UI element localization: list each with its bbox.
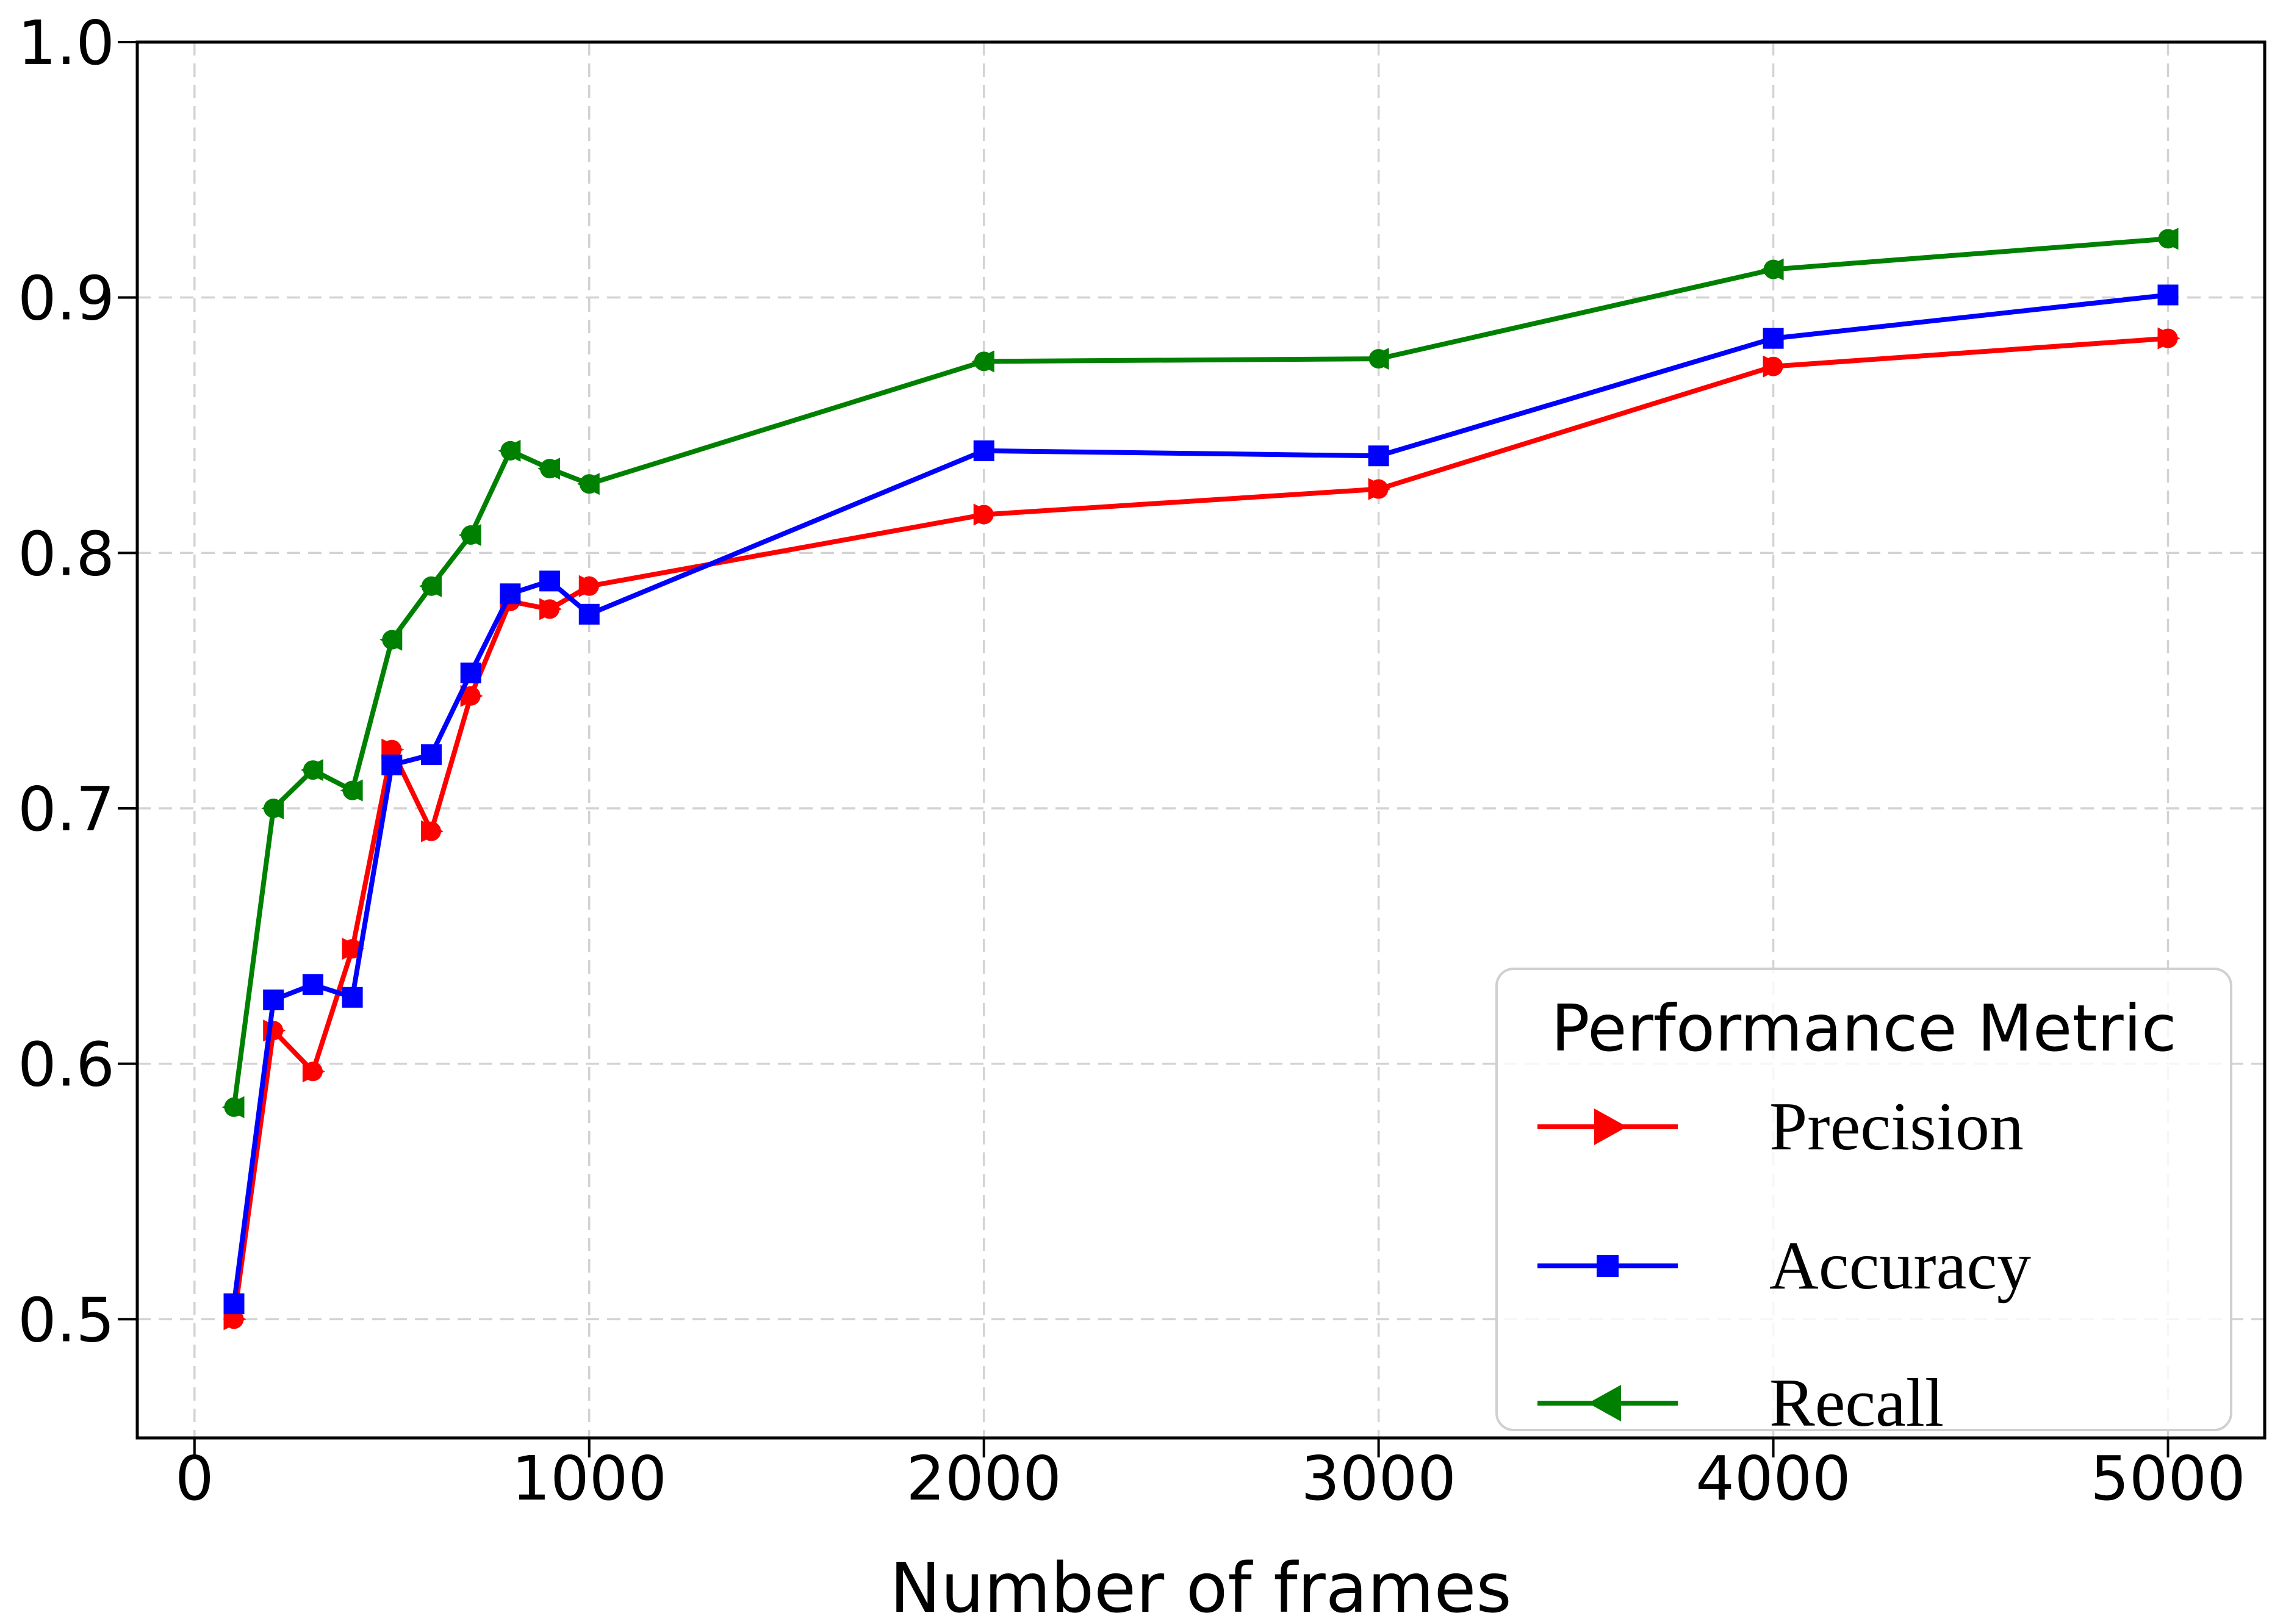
legend: Performance Metric Precision Accuracy Re… xyxy=(1495,968,2232,1441)
marker-triangle-right xyxy=(1368,478,1391,500)
marker-triangle-left xyxy=(2155,228,2179,250)
marker-triangle-right xyxy=(460,684,483,707)
marker-square xyxy=(263,989,284,1010)
marker-triangle-right xyxy=(973,503,996,526)
x-tick-label: 1000 xyxy=(511,1443,667,1514)
marker-square xyxy=(302,974,323,995)
legend-label-accuracy: Accuracy xyxy=(1769,1228,2031,1304)
square-icon xyxy=(1597,1255,1619,1277)
legend-item-accuracy: Accuracy xyxy=(1537,1228,2031,1304)
x-tick-label: 3000 xyxy=(1301,1443,1456,1514)
y-tick-label: 0.9 xyxy=(18,263,115,334)
marker-triangle-right xyxy=(302,1060,325,1083)
tick-marks xyxy=(118,41,2170,1457)
marker-square xyxy=(381,754,403,775)
data-series xyxy=(221,228,2181,1331)
marker-square xyxy=(342,986,363,1008)
legend-item-recall: Recall xyxy=(1537,1365,1944,1441)
series-line-precision xyxy=(231,336,2168,1320)
marker-triangle-left xyxy=(458,524,481,547)
marker-triangle-left xyxy=(379,628,403,651)
marker-square xyxy=(539,570,561,592)
x-tick-label: 2000 xyxy=(906,1443,1062,1514)
marker-triangle-right xyxy=(578,575,602,597)
legend-box xyxy=(1495,968,2232,1431)
marker-triangle-right xyxy=(539,598,563,620)
marker-triangle-left xyxy=(300,759,323,781)
marker-triangle-right xyxy=(342,938,365,960)
marker-triangle-left xyxy=(221,1096,245,1118)
axes-spines xyxy=(135,40,2267,1440)
marker-triangle-left xyxy=(419,575,442,597)
marker-square xyxy=(223,1293,245,1315)
marker-square xyxy=(1368,445,1389,467)
x-tick-label: 4000 xyxy=(1695,1443,1851,1514)
legend-item-precision: Precision xyxy=(1537,1089,2024,1165)
y-tick-label: 0.8 xyxy=(18,518,115,589)
marker-square xyxy=(973,440,994,461)
marker-triangle-left xyxy=(971,350,994,373)
triangle-left-icon xyxy=(1588,1385,1621,1421)
x-tick-label: 5000 xyxy=(2090,1443,2246,1514)
legend-label-precision: Precision xyxy=(1769,1089,2024,1165)
marker-triangle-left xyxy=(577,473,600,495)
marker-square xyxy=(420,744,442,766)
marker-square xyxy=(2157,284,2179,306)
marker-square xyxy=(460,663,481,684)
marker-triangle-right xyxy=(420,820,444,843)
marker-square xyxy=(1763,328,1784,349)
marker-triangle-right xyxy=(1763,355,1786,378)
y-axis-tick-labels: 0.5 0.6 0.7 0.8 0.9 1.0 xyxy=(18,7,115,1356)
y-tick-label: 0.6 xyxy=(18,1029,115,1101)
marker-triangle-left xyxy=(340,779,363,802)
marker-triangle-left xyxy=(1761,258,1784,281)
marker-square xyxy=(500,583,521,605)
y-tick-label: 1.0 xyxy=(18,7,115,79)
triangle-right-icon xyxy=(1594,1108,1627,1145)
x-axis-title: Number of frames xyxy=(890,1549,1512,1624)
y-tick-label: 0.7 xyxy=(18,774,115,845)
marker-triangle-left xyxy=(261,797,284,819)
marker-triangle-left xyxy=(537,458,561,480)
marker-triangle-left xyxy=(498,439,521,462)
legend-label-recall: Recall xyxy=(1769,1365,1944,1441)
legend-title: Performance Metric xyxy=(1551,991,2176,1066)
y-tick-label: 0.5 xyxy=(18,1284,115,1356)
marker-triangle-left xyxy=(1366,348,1389,370)
x-axis-tick-labels: 0 1000 2000 3000 4000 5000 xyxy=(175,1443,2246,1514)
marker-triangle-right xyxy=(2157,327,2181,350)
marker-square xyxy=(578,603,600,625)
plot-border xyxy=(135,40,2267,1440)
x-tick-label: 0 xyxy=(175,1443,214,1514)
